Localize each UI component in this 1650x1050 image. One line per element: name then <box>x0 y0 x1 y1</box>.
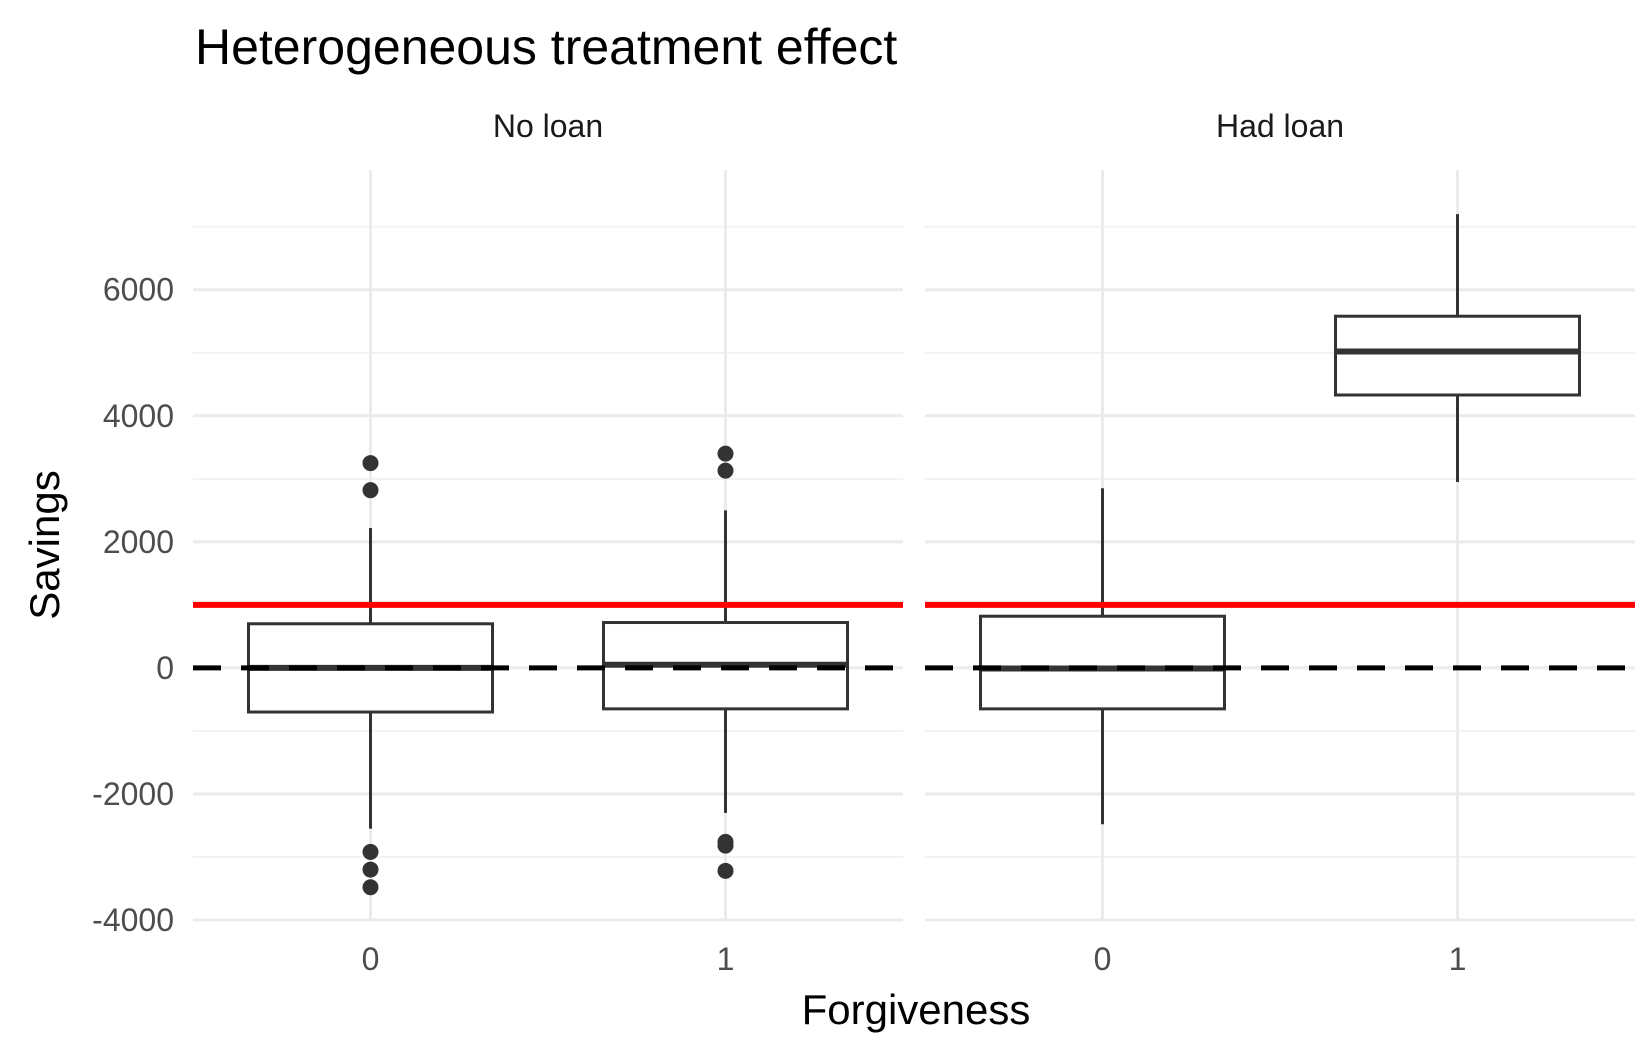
panel-2: Had loan 0 1 <box>925 108 1635 977</box>
y-tick-label: 6000 <box>103 272 174 308</box>
y-tick-label: 2000 <box>103 524 174 560</box>
outlier-point <box>717 862 734 879</box>
outlier-point <box>362 861 379 878</box>
x-axis-title: Forgiveness <box>802 986 1031 1033</box>
facet-panels: No loan 0 1 Had loan 0 1 <box>193 108 1635 977</box>
outlier-point <box>717 462 734 479</box>
facet-label: Had loan <box>1216 108 1344 144</box>
outlier-point <box>717 837 734 854</box>
x-tick-label: 0 <box>362 941 380 977</box>
box-iqr <box>979 614 1226 711</box>
x-tick-label: 1 <box>717 941 735 977</box>
outlier-point <box>362 879 379 896</box>
x-tick-label: 0 <box>1094 941 1112 977</box>
outlier-point <box>362 843 379 860</box>
x-tick-label: 1 <box>1449 941 1467 977</box>
y-tick-label: -2000 <box>92 776 174 812</box>
y-tick-label: 0 <box>156 650 174 686</box>
box-1 <box>1334 214 1581 482</box>
outlier-point <box>362 455 379 472</box>
box-iqr <box>1334 314 1581 397</box>
outlier-point <box>717 445 734 462</box>
chart-title: Heterogeneous treatment effect <box>195 19 897 75</box>
y-tick-label: 4000 <box>103 398 174 434</box>
facet-label: No loan <box>493 108 603 144</box>
y-axis-tick-labels: -4000 -2000 0 2000 4000 6000 <box>92 272 174 938</box>
y-axis-title: Savings <box>21 470 68 619</box>
y-tick-label: -4000 <box>92 902 174 938</box>
panel-1: No loan 0 1 <box>193 108 903 977</box>
outlier-point <box>362 482 379 499</box>
box-0 <box>979 488 1226 825</box>
